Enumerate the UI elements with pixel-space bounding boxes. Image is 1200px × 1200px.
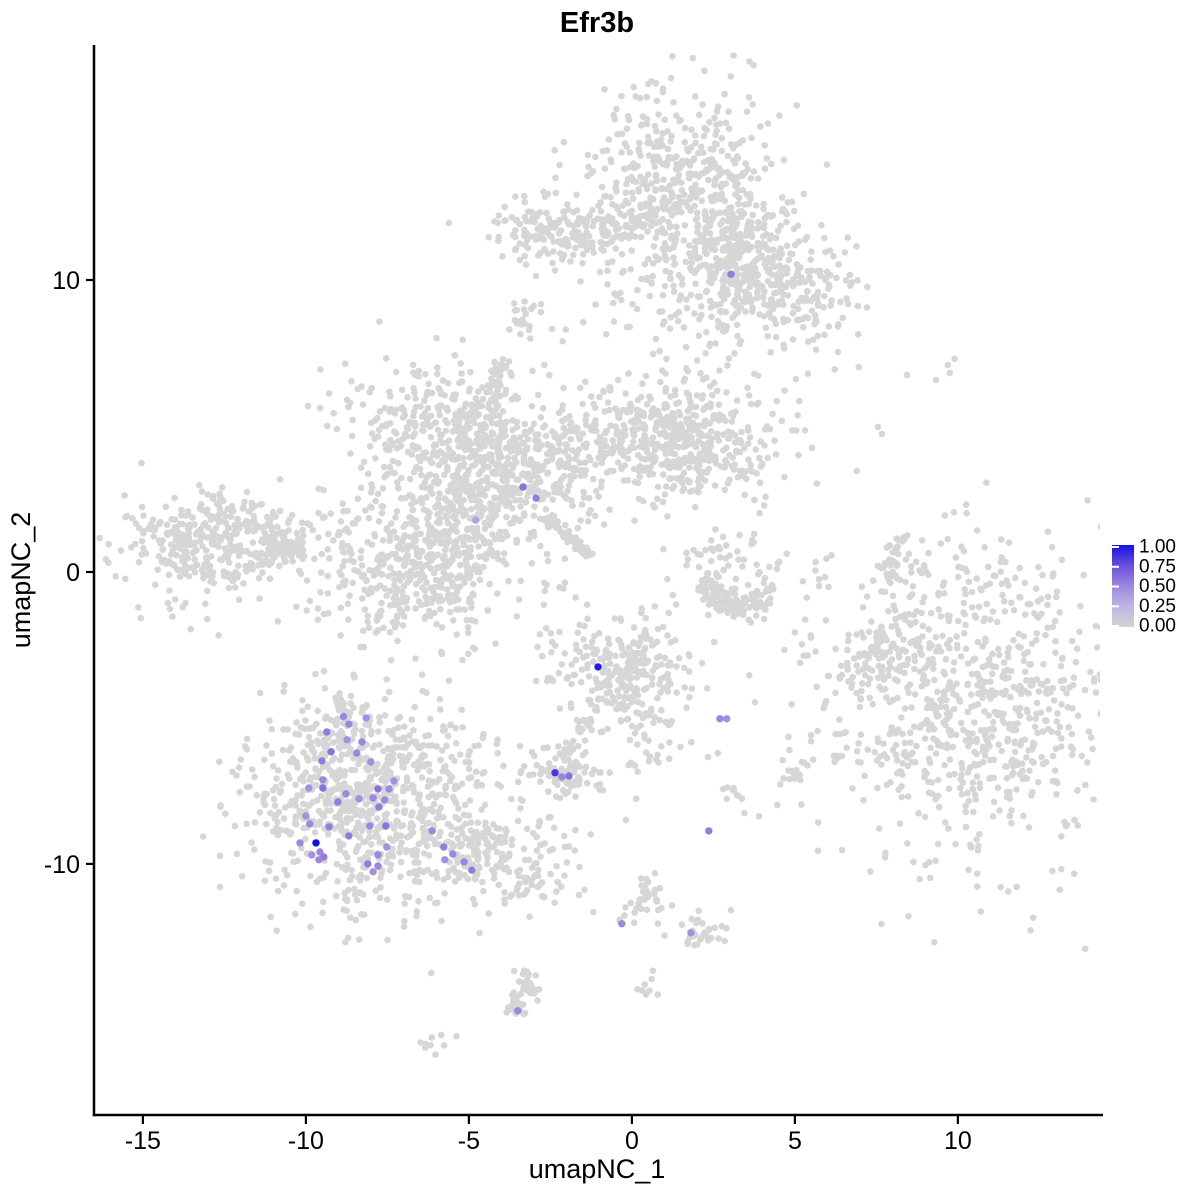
cell-point: [343, 736, 351, 744]
cell-point: [353, 749, 361, 757]
x-axis-label: umapNC_1: [529, 1154, 666, 1184]
cell-point: [468, 866, 476, 874]
cell-point: [318, 757, 326, 765]
cell-point: [558, 773, 566, 781]
x-tick-label: -10: [288, 1127, 324, 1155]
cell-point: [532, 494, 540, 502]
cell-point: [323, 728, 331, 736]
cell-point: [594, 663, 602, 671]
plot-title: Efr3b: [560, 7, 634, 39]
cell-point: [390, 777, 398, 785]
legend-label-025: 0.25: [1139, 596, 1176, 617]
y-tick-label: 0: [66, 559, 80, 587]
cell-point: [374, 851, 382, 859]
legend-label-000: 0.00: [1139, 616, 1176, 637]
gray-points-layer: [96, 52, 1100, 1058]
cell-point: [382, 822, 390, 830]
x-tick-label: -5: [458, 1127, 480, 1155]
cell-point: [519, 483, 527, 491]
cell-point: [551, 769, 559, 777]
cell-point: [345, 720, 353, 728]
cell-point: [319, 784, 327, 792]
cell-point: [342, 790, 350, 798]
expressing-points-layer: [296, 270, 735, 1015]
x-tick-label: 10: [944, 1127, 972, 1155]
cell-point: [687, 929, 695, 937]
cell-point: [339, 712, 348, 721]
cell-point: [460, 858, 468, 866]
y-axis-label: umapNC_2: [6, 512, 36, 649]
cell-point: [723, 715, 731, 723]
legend-label-100: 1.00: [1139, 537, 1176, 558]
cell-point: [383, 843, 391, 851]
legend-label-075: 0.75: [1139, 556, 1176, 577]
legend: 1.00 0.75 0.50 0.25 0.00: [1112, 535, 1177, 638]
cell-point: [374, 862, 382, 870]
cell-point: [305, 784, 313, 792]
cell-point: [364, 860, 372, 868]
cell-point: [327, 748, 335, 756]
cell-point: [705, 827, 713, 835]
cell-point: [319, 776, 327, 784]
y-tick-label: 10: [52, 267, 80, 295]
cell-point: [369, 794, 377, 802]
legend-tick-marks: [1112, 546, 1119, 627]
cell-point: [362, 714, 370, 722]
cell-point: [449, 850, 457, 858]
cell-point: [441, 856, 449, 864]
cell-point: [345, 832, 353, 840]
cell-point: [565, 772, 573, 780]
plot-panel: [95, 45, 1100, 1115]
cell-point: [727, 270, 735, 278]
cell-point: [355, 795, 363, 803]
cell-point: [428, 827, 436, 835]
cell-point: [296, 839, 304, 847]
cell-point: [367, 758, 375, 766]
cell-point: [334, 798, 342, 806]
cell-point: [306, 820, 314, 828]
cell-point: [514, 1007, 522, 1015]
cell-point: [325, 823, 333, 831]
x-axis-ticks: -15 -10 -5 0 5 10: [125, 1115, 972, 1155]
cell-point: [440, 843, 448, 851]
legend-label-050: 0.50: [1139, 576, 1176, 597]
cell-point: [358, 738, 366, 746]
y-axis-ticks: 10 0 -10: [44, 267, 95, 879]
cell-point: [385, 785, 393, 793]
cell-point: [369, 868, 377, 876]
cell-point: [312, 839, 320, 847]
cell-point: [374, 785, 382, 793]
cell-point: [375, 803, 383, 811]
x-tick-label: 5: [788, 1127, 802, 1155]
x-tick-label: -15: [125, 1127, 161, 1155]
cell-point: [315, 856, 323, 864]
cell-point: [472, 516, 480, 524]
cell-point: [716, 715, 724, 723]
cell-point: [381, 796, 389, 804]
x-tick-label: 0: [625, 1127, 639, 1155]
cell-point: [366, 822, 374, 830]
cell-point: [302, 812, 310, 820]
cell-point: [618, 920, 626, 928]
cell-point: [308, 851, 316, 859]
y-tick-label: -10: [44, 851, 80, 879]
